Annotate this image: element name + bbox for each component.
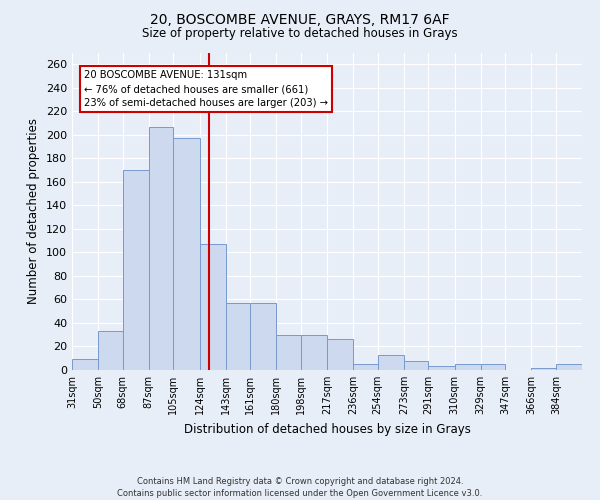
Bar: [455, 364, 481, 370]
Bar: [301, 334, 327, 370]
Bar: [378, 354, 404, 370]
Bar: [531, 368, 556, 370]
Bar: [327, 340, 353, 370]
Y-axis label: Number of detached properties: Number of detached properties: [28, 118, 40, 304]
Text: 20, BOSCOMBE AVENUE, GRAYS, RM17 6AF: 20, BOSCOMBE AVENUE, GRAYS, RM17 6AF: [150, 12, 450, 26]
Text: Size of property relative to detached houses in Grays: Size of property relative to detached ho…: [142, 28, 458, 40]
Bar: [276, 334, 301, 370]
Bar: [149, 126, 173, 370]
Bar: [428, 366, 455, 370]
Bar: [556, 364, 582, 370]
Bar: [481, 364, 505, 370]
Bar: [353, 364, 378, 370]
Bar: [173, 138, 200, 370]
Bar: [98, 331, 123, 370]
Bar: [123, 170, 149, 370]
X-axis label: Distribution of detached houses by size in Grays: Distribution of detached houses by size …: [184, 422, 470, 436]
Bar: [72, 360, 98, 370]
Bar: [199, 244, 226, 370]
Bar: [226, 303, 250, 370]
Text: 20 BOSCOMBE AVENUE: 131sqm
← 76% of detached houses are smaller (661)
23% of sem: 20 BOSCOMBE AVENUE: 131sqm ← 76% of deta…: [85, 70, 328, 108]
Text: Contains HM Land Registry data © Crown copyright and database right 2024.
Contai: Contains HM Land Registry data © Crown c…: [118, 476, 482, 498]
Bar: [404, 360, 428, 370]
Bar: [250, 303, 276, 370]
